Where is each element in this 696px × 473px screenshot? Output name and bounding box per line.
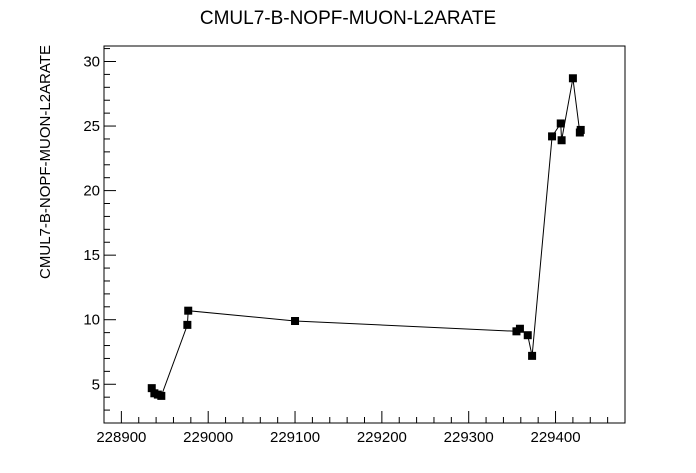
data-point (528, 351, 537, 360)
data-point (523, 331, 532, 340)
x-tick-label: 229000 (183, 429, 233, 446)
data-point (557, 136, 566, 145)
data-point (291, 317, 300, 326)
series-line (151, 78, 582, 397)
x-tick-label: 229100 (270, 429, 320, 446)
y-tick-label: 25 (83, 118, 100, 135)
y-axis-label: CMUL7-B-NOPF-MUON-L2ARATE (37, 45, 54, 279)
data-point (515, 324, 524, 333)
x-tick-label: 229300 (444, 429, 494, 446)
data-point (568, 74, 577, 83)
y-tick-label: 30 (83, 53, 100, 70)
x-tick-label: 228900 (96, 429, 146, 446)
series-markers (147, 74, 585, 400)
x-tick-label: 229400 (531, 429, 581, 446)
data-point (183, 320, 192, 329)
y-tick-label: 15 (83, 247, 100, 264)
x-tick-label: 229200 (357, 429, 407, 446)
chart-title: CMUL7-B-NOPF-MUON-L2ARATE (200, 8, 496, 29)
data-point (184, 306, 193, 315)
data-point (147, 384, 156, 393)
x-axis: 228900 229000 229100 229200 229300 229400 (96, 411, 626, 446)
data-point (548, 132, 557, 141)
y-tick-label: 10 (83, 312, 100, 329)
data-point (157, 391, 166, 400)
data-point (576, 125, 585, 134)
data-point (556, 119, 565, 128)
y-axis: 5 10 15 20 25 30 (83, 48, 116, 424)
plot-frame (103, 45, 626, 424)
y-tick-label: 5 (92, 376, 100, 393)
y-tick-label: 20 (83, 183, 100, 200)
